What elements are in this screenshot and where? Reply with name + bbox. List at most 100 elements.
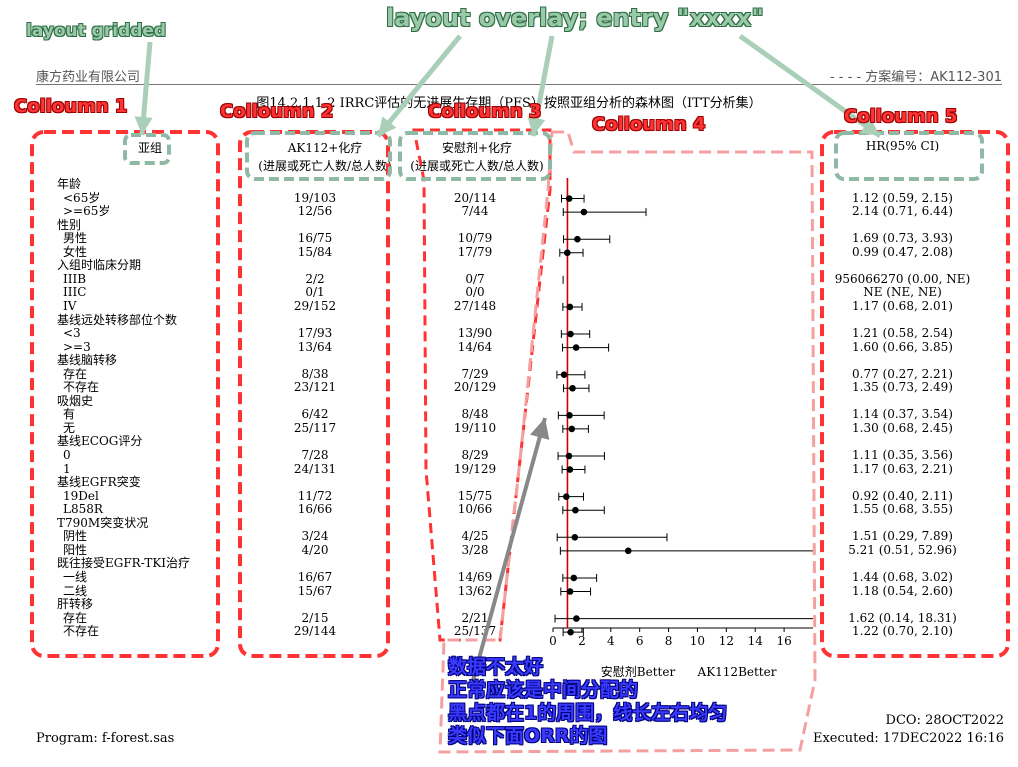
subgroup-header: 亚组 [137,141,162,155]
hr-value: 1.17 (0.68, 2.01) [852,298,953,313]
hr-value: 1.30 (0.68, 2.45) [852,420,953,435]
arm2-count: 19/129 [453,461,497,476]
annotation-column-4: Colloumn 4 [592,114,706,135]
hr-value: 1.11 (0.35, 3.56) [852,448,953,462]
arm1-count: 23/121 [293,380,337,395]
x-tick-label: 14 [748,634,764,648]
hr-value: 1.69 (0.73, 3.93) [852,231,953,246]
subgroup-category: 基线脑转移 [57,353,118,368]
subgroup-category: 肝转移 [57,597,94,612]
x-tick-label: 4 [607,634,615,648]
column-4-box [438,130,817,754]
arm1-count: 11/72 [297,488,333,503]
hr-point [572,506,579,514]
subgroup-label: 不存在 [63,380,100,395]
hr-value: 1.35 (0.73, 2.49) [852,380,953,395]
arm2-count: 14/69 [457,569,493,584]
subgroup-label: 一线 [63,569,88,584]
arrow-overlay-arm2-head [527,116,546,136]
annotation-column-2: Colloumn 2 [220,101,334,122]
hr-point [566,466,574,473]
arm1-count: 12/56 [297,204,333,219]
subgroup-label: 0 [63,448,71,462]
hr-point [566,588,574,595]
arm1-count: 7/28 [301,448,329,462]
review-note: 数据不太好 正常应该是中间分配的 黑点都在1的周围，线长左右均匀 类似下面ORR… [448,656,727,748]
subgroup-category: 性别 [57,217,82,232]
review-note-line2: 正常应该是中间分配的 [448,679,639,701]
hr-value: 1.60 (0.66, 3.85) [852,339,953,354]
subgroup-label: >=3 [63,339,91,354]
subgroup-category: 基线远处转移部位个数 [57,312,178,327]
hr-value: 1.55 (0.68, 3.55) [852,502,953,517]
subgroup-category: 吸烟史 [57,393,94,408]
hr-header-highlight [834,131,984,181]
annotation-layout-overlay: layout overlay; entry "xxxx" [386,4,764,32]
arm1-count: 19/103 [293,190,337,205]
arrow-overlay-hr-head [860,118,880,136]
arm2-count: 13/62 [457,583,493,598]
arm1-count: 17/93 [297,326,333,341]
hr-value: 1.62 (0.14, 18.31) [848,610,957,625]
hr-point [573,615,580,622]
arm2-count: 20/129 [453,380,497,395]
hr-point [567,330,574,338]
x-label-right: AK112Better [697,665,777,679]
hr-value: 956066270 (0.00, NE) [834,271,971,286]
hr-point [566,412,573,419]
arm1-count: 15/67 [297,583,333,598]
hr-point [569,384,576,392]
column-1-box [30,130,220,658]
hr-value: 1.17 (0.63, 2.21) [852,461,953,476]
arrow-note [470,417,547,685]
hr-value: 1.14 (0.37, 3.54) [852,407,953,422]
hr-point [570,574,578,582]
x-label-left: 安慰剂Better [601,664,676,679]
header-divider [36,84,1002,85]
subgroup-label: IV [63,298,77,313]
hr-value: 1.51 (0.29, 7.89) [852,529,953,544]
hr-value: 0.92 (0.40, 2.11) [852,488,953,503]
subgroup-category: 基线ECOG评分 [57,434,143,449]
column-5-box [820,130,1010,658]
subgroup-label: 男性 [63,231,88,246]
arm2-count: 3/28 [461,542,489,557]
arm2-count: 8/29 [461,448,489,462]
subgroup-label: <65岁 [63,190,101,205]
arm2-count: 10/79 [457,231,493,246]
footer-dco: DCO: 28OCT2022 [885,713,1004,728]
hr-point [562,493,570,500]
hr-point [565,452,573,460]
subgroup-label: 存在 [63,610,88,625]
hr-point [560,371,568,379]
arm1-count: 8/38 [301,366,329,381]
x-tick-label: 10 [690,634,705,648]
arm2-header-highlight [398,131,552,181]
review-note-line3: 黑点都在1的周围，线长左右均匀 [448,702,728,724]
arm1-count: 24/131 [293,461,337,476]
arm1-count: 25/117 [293,420,337,435]
footer-executed: Executed: 17DEC2022 16:16 [812,731,1004,746]
hr-value: 5.21 (0.51, 52.96) [848,542,957,557]
arm2-count: 19/110 [453,420,497,435]
arm2-count: 2/21 [461,610,489,625]
subgroup-category: 既往接受EGFR-TKI治疗 [57,556,191,571]
review-note-line4: 类似下面ORR的图 [448,725,608,747]
arm1-count: 16/66 [297,502,333,517]
arm2-header-line2: (进展或死亡人数/总人数) [410,159,544,173]
arm2-count: 14/64 [457,339,493,354]
hr-value: 1.21 (0.58, 2.54) [852,326,953,341]
arm2-header-line1: 安慰剂+化疗 [441,141,513,155]
arm1-count: 3/24 [301,529,329,544]
subgroup-label: >=65岁 [63,204,111,219]
arm2-count: 20/114 [453,190,497,205]
hr-point [564,249,571,257]
subgroup-label: L858R [63,502,103,517]
arm2-count: 4/25 [461,529,489,544]
arm1-count: 16/67 [297,569,333,584]
arm1-header-line1: AK112+化疗 [287,141,363,155]
hr-header: HR(95% CI) [865,139,940,153]
subgroup-label: 有 [63,407,76,422]
hr-point [566,303,574,311]
